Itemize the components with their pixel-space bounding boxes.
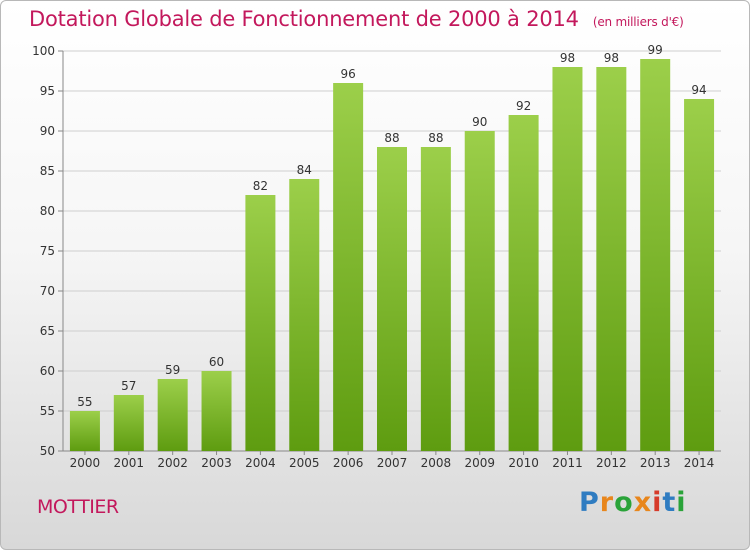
bar-2013 [640, 59, 671, 451]
y-tick-label: 95 [40, 84, 55, 98]
data-label-2007: 88 [384, 131, 399, 145]
data-label-2002: 59 [165, 363, 180, 377]
data-label-2014: 94 [691, 83, 706, 97]
data-labels: 55 57 59 60 82 84 96 88 88 90 92 98 98 99 94 [77, 43, 706, 409]
bar-2002 [157, 379, 188, 451]
y-tick-label: 60 [40, 364, 55, 378]
proxiti-logo: Proxiti [579, 487, 687, 518]
data-label-2013: 99 [648, 43, 663, 57]
chart-subtitle: (en milliers d'€) [592, 15, 684, 29]
data-label-2006: 96 [340, 67, 355, 81]
x-tick-label-2000: 2000 [70, 456, 101, 470]
logo-letter: i [652, 487, 663, 518]
logo-letter: x [633, 487, 653, 518]
x-tick-label-2001: 2001 [114, 456, 145, 470]
logo-letter: r [599, 487, 615, 518]
bar-2010 [508, 115, 539, 451]
commune-name: MOTTIER [37, 496, 119, 518]
bar-2000 [69, 411, 100, 451]
x-tick-label-2013: 2013 [640, 456, 671, 470]
bar-2008 [420, 147, 451, 451]
bar-2004 [245, 195, 276, 451]
bar-2003 [201, 371, 232, 451]
x-tick-label-2005: 2005 [289, 456, 320, 470]
x-tick-label-2010: 2010 [508, 456, 539, 470]
y-tick-label: 100 [32, 44, 55, 58]
bar-2011 [552, 67, 583, 451]
logo-letter: t [662, 487, 677, 518]
bar-2007 [377, 147, 407, 451]
bars [69, 59, 715, 451]
chart-title-text: Dotation Globale de Fonctionnement de 20… [29, 7, 579, 31]
x-tick-label-2004: 2004 [245, 456, 276, 470]
x-tick-label-2002: 2002 [157, 456, 188, 470]
x-tick-label-2011: 2011 [552, 456, 583, 470]
data-label-2008: 88 [428, 131, 443, 145]
data-label-2000: 55 [77, 395, 92, 409]
y-tick-label: 55 [40, 404, 55, 418]
data-label-2010: 92 [516, 99, 531, 113]
y-tick-label: 90 [40, 124, 55, 138]
data-label-2004: 82 [253, 179, 268, 193]
data-label-2001: 57 [121, 379, 136, 393]
y-tick-label: 70 [40, 284, 55, 298]
bar-2006 [333, 83, 364, 451]
bar-2014 [684, 99, 715, 451]
x-tick-label-2014: 2014 [684, 456, 715, 470]
y-tick-label: 50 [40, 444, 55, 458]
y-tick-label: 85 [40, 164, 55, 178]
data-label-2011: 98 [560, 51, 575, 65]
x-tick-label-2008: 2008 [421, 456, 452, 470]
bar-2001 [113, 395, 144, 451]
x-tick-label-2006: 2006 [333, 456, 364, 470]
chart-title: Dotation Globale de Fonctionnement de 20… [29, 7, 684, 31]
bar-2005 [289, 179, 320, 451]
data-label-2005: 84 [297, 163, 312, 177]
tick-labels: 50 55 60 65 70 75 80 85 90 95 100 2000 2001 2002 2003 2… [32, 44, 714, 470]
bar-2012 [596, 67, 627, 451]
y-tick-label: 75 [40, 244, 55, 258]
bar-2009 [464, 131, 495, 451]
logo-letter: o [614, 487, 634, 518]
data-label-2012: 98 [604, 51, 619, 65]
y-tick-label: 80 [40, 204, 55, 218]
x-tick-label-2012: 2012 [596, 456, 627, 470]
data-label-2003: 60 [209, 355, 224, 369]
x-tick-label-2009: 2009 [464, 456, 495, 470]
x-tick-label-2003: 2003 [201, 456, 232, 470]
y-tick-label: 65 [40, 324, 55, 338]
logo-letter: P [579, 487, 600, 518]
logo-letter: i [676, 487, 687, 518]
data-label-2009: 90 [472, 115, 487, 129]
x-tick-label-2007: 2007 [377, 456, 408, 470]
